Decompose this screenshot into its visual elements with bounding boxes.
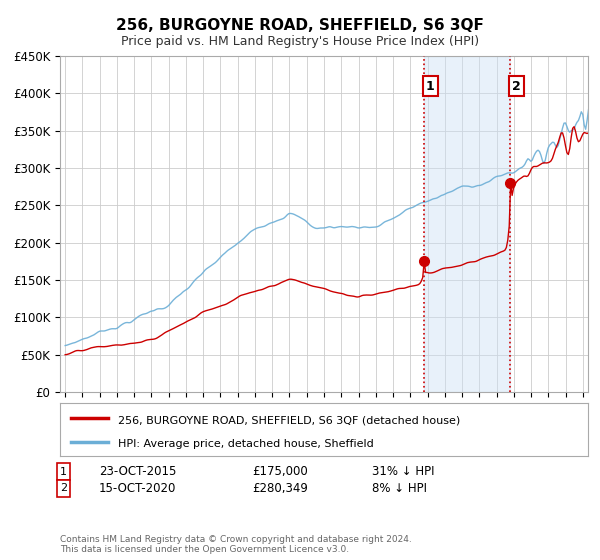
Bar xyxy=(424,56,510,392)
Text: 2: 2 xyxy=(60,483,67,493)
Text: Price paid vs. HM Land Registry's House Price Index (HPI): Price paid vs. HM Land Registry's House … xyxy=(121,35,479,49)
Text: 1: 1 xyxy=(426,80,435,92)
Text: 8% ↓ HPI: 8% ↓ HPI xyxy=(372,482,427,495)
Text: 1: 1 xyxy=(60,466,67,477)
Text: 2: 2 xyxy=(512,80,521,92)
Text: 256, BURGOYNE ROAD, SHEFFIELD, S6 3QF: 256, BURGOYNE ROAD, SHEFFIELD, S6 3QF xyxy=(116,18,484,32)
Text: £175,000: £175,000 xyxy=(252,465,308,478)
Text: 23-OCT-2015: 23-OCT-2015 xyxy=(99,465,176,478)
Text: 15-OCT-2020: 15-OCT-2020 xyxy=(99,482,176,495)
Text: 31% ↓ HPI: 31% ↓ HPI xyxy=(372,465,434,478)
Text: 256, BURGOYNE ROAD, SHEFFIELD, S6 3QF (detached house): 256, BURGOYNE ROAD, SHEFFIELD, S6 3QF (d… xyxy=(118,415,460,425)
Text: £280,349: £280,349 xyxy=(252,482,308,495)
Text: HPI: Average price, detached house, Sheffield: HPI: Average price, detached house, Shef… xyxy=(118,438,374,449)
Text: Contains HM Land Registry data © Crown copyright and database right 2024.
This d: Contains HM Land Registry data © Crown c… xyxy=(60,535,412,554)
